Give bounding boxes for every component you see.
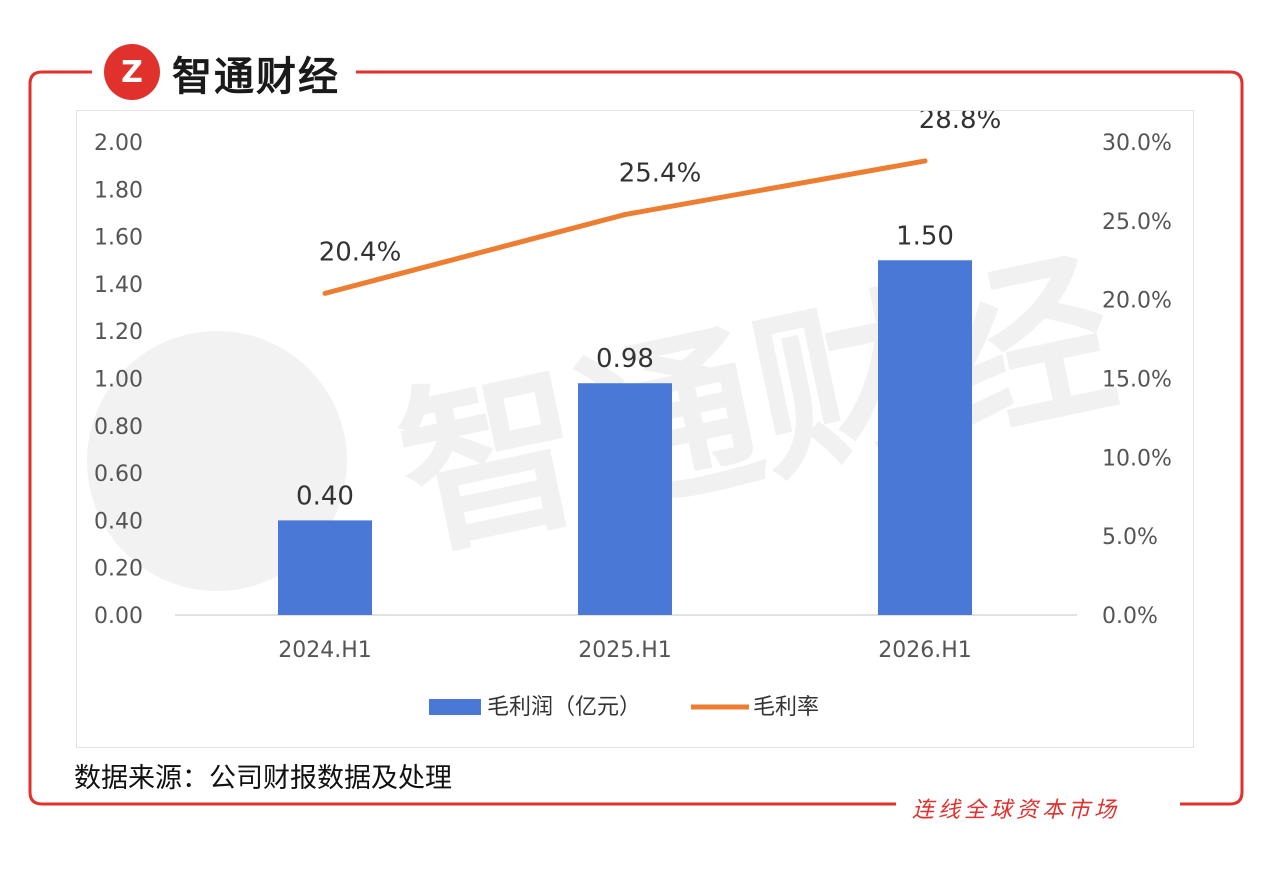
chart-container: 智通财经 0.00 0.20 0.40 0.60 0.80 1.00 1.20 1.40 1.6… <box>76 105 1194 748</box>
source-note: 数据来源：公司财报数据及处理 <box>74 763 452 794</box>
bar-data-label: 1.50 <box>896 221 954 251</box>
y-left-tick-label: 1.80 <box>94 178 143 203</box>
chart-svg: 智通财经 0.00 0.20 0.40 0.60 0.80 1.00 1.20 1.40 1.6… <box>87 105 1172 720</box>
line-series: 20.4% 25.4% 28.8% <box>319 105 1002 296</box>
bar <box>578 383 672 615</box>
legend-swatch-bar <box>429 699 481 715</box>
x-axis-category-label: 2024.H1 <box>278 638 372 663</box>
line-data-label: 20.4% <box>319 237 402 267</box>
bar-series: 0.40 0.98 1.50 <box>278 221 972 615</box>
brand-logo: Z <box>104 44 160 100</box>
y-left-tick-label: 0.80 <box>94 415 143 440</box>
bar <box>278 520 372 615</box>
y-left-tick-label: 0.20 <box>94 557 143 582</box>
y-right-tick-label: 15.0% <box>1102 368 1172 393</box>
y-right-tick-label: 25.0% <box>1102 210 1172 235</box>
legend-label-bar: 毛利润（亿元） <box>487 695 641 720</box>
legend: 毛利润（亿元） 毛利率 <box>429 695 819 720</box>
y-left-tick-label: 1.20 <box>94 320 143 345</box>
line-data-label: 28.8% <box>919 111 1002 135</box>
x-axis-labels: 2024.H1 2025.H1 2026.H1 <box>278 638 972 663</box>
y-left-tick-label: 0.00 <box>94 604 143 629</box>
y-left-tick-label: 1.00 <box>94 368 143 393</box>
y-left-tick-label: 0.60 <box>94 462 143 487</box>
watermark-text: 智通财经 <box>383 227 1131 583</box>
y-left-tick-label: 2.00 <box>94 131 143 156</box>
line-point <box>922 158 928 164</box>
y-right-tick-label: 20.0% <box>1102 289 1172 314</box>
y-right-tick-label: 10.0% <box>1102 446 1172 471</box>
y-right-tick-label: 5.0% <box>1102 525 1158 550</box>
bar-data-label: 0.40 <box>296 481 354 511</box>
y-right-tick-label: 30.0% <box>1102 131 1172 156</box>
x-axis-category-label: 2025.H1 <box>578 638 672 663</box>
line-data-label: 25.4% <box>619 159 702 189</box>
legend-label-line: 毛利率 <box>753 695 819 720</box>
brand-name: 智通财经 <box>172 53 340 100</box>
line-point <box>622 212 628 218</box>
x-axis-category-label: 2026.H1 <box>878 638 972 663</box>
footer-slogan: 连线全球资本市场 <box>912 798 1121 823</box>
bar-data-label: 0.98 <box>596 344 654 374</box>
y-axis-left: 0.00 0.20 0.40 0.60 0.80 1.00 1.20 1.40 1.60 1.80… <box>94 131 143 629</box>
line-point <box>322 290 328 296</box>
y-left-tick-label: 1.60 <box>94 226 143 251</box>
brand-logo-glyph: Z <box>121 54 143 90</box>
bar <box>878 260 972 615</box>
y-left-tick-label: 0.40 <box>94 509 143 534</box>
y-axis-right: 0.0% 5.0% 10.0% 15.0% 20.0% 25.0% 30.0% <box>1102 131 1172 629</box>
y-left-tick-label: 1.40 <box>94 273 143 298</box>
y-right-tick-label: 0.0% <box>1102 604 1158 629</box>
